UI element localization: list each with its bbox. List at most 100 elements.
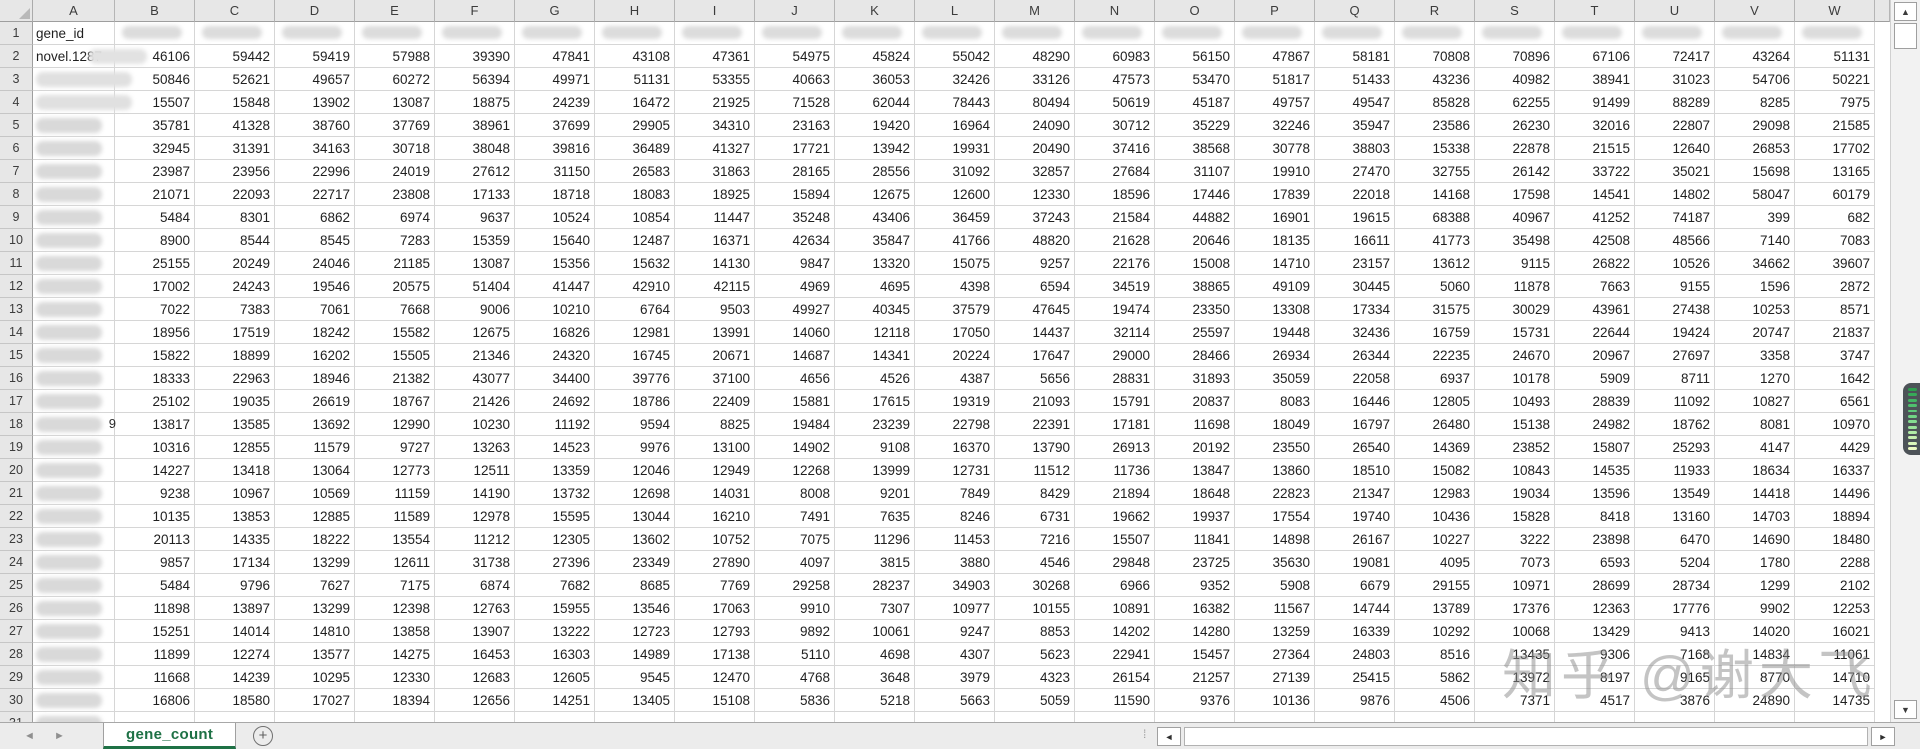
cell-S18[interactable]: 15138 [1475, 413, 1555, 436]
cell-K8[interactable]: 12675 [835, 183, 915, 206]
cell-S27[interactable]: 10068 [1475, 620, 1555, 643]
hscroll-right-icon[interactable]: ► [1871, 727, 1895, 746]
cell-Q17[interactable]: 16446 [1315, 390, 1395, 413]
cell-D21[interactable]: 10569 [275, 482, 355, 505]
cell-H23[interactable]: 13602 [595, 528, 675, 551]
cell-T9[interactable]: 41252 [1555, 206, 1635, 229]
cell-V14[interactable]: 20747 [1715, 321, 1795, 344]
cell-L16[interactable]: 4387 [915, 367, 995, 390]
cell-H27[interactable]: 12723 [595, 620, 675, 643]
cell-U9[interactable]: 74187 [1635, 206, 1715, 229]
cell-T17[interactable]: 28839 [1555, 390, 1635, 413]
cell-E11[interactable]: 21185 [355, 252, 435, 275]
cell-I26[interactable]: 17063 [675, 597, 755, 620]
cell-B23[interactable]: 20113 [115, 528, 195, 551]
cell-C2[interactable]: 59442 [195, 45, 275, 68]
cell-D16[interactable]: 18946 [275, 367, 355, 390]
cell-W6[interactable]: 17702 [1795, 137, 1875, 160]
cell-D15[interactable]: 16202 [275, 344, 355, 367]
cell-M22[interactable]: 6731 [995, 505, 1075, 528]
cell-L18[interactable]: 22798 [915, 413, 995, 436]
cell-H10[interactable]: 12487 [595, 229, 675, 252]
column-header-G[interactable]: G [515, 0, 595, 22]
cell-O12[interactable]: 38865 [1155, 275, 1235, 298]
cell-V10[interactable]: 7140 [1715, 229, 1795, 252]
cell-J18[interactable]: 19484 [755, 413, 835, 436]
cell-P5[interactable]: 32246 [1235, 114, 1315, 137]
cell-D6[interactable]: 34163 [275, 137, 355, 160]
cell-R17[interactable]: 12805 [1395, 390, 1475, 413]
cell-A27[interactable] [33, 620, 115, 643]
cell-R28[interactable]: 8516 [1395, 643, 1475, 666]
cell-E28[interactable]: 14275 [355, 643, 435, 666]
cell-U7[interactable]: 35021 [1635, 160, 1715, 183]
cell-J14[interactable]: 14060 [755, 321, 835, 344]
cell-O23[interactable]: 11841 [1155, 528, 1235, 551]
cell-H6[interactable]: 36489 [595, 137, 675, 160]
cell-O13[interactable]: 23350 [1155, 298, 1235, 321]
cell-P23[interactable]: 14898 [1235, 528, 1315, 551]
cell-F1[interactable] [435, 22, 515, 45]
cell-K27[interactable]: 10061 [835, 620, 915, 643]
cell-B21[interactable]: 9238 [115, 482, 195, 505]
cell-U26[interactable]: 17776 [1635, 597, 1715, 620]
cell-F6[interactable]: 38048 [435, 137, 515, 160]
cell-N14[interactable]: 32114 [1075, 321, 1155, 344]
cell-S20[interactable]: 10843 [1475, 459, 1555, 482]
cell-C30[interactable]: 18580 [195, 689, 275, 712]
column-header-sliver[interactable] [1875, 0, 1890, 22]
cell-K30[interactable]: 5218 [835, 689, 915, 712]
cell-H26[interactable]: 13546 [595, 597, 675, 620]
cell-Q30[interactable]: 9876 [1315, 689, 1395, 712]
cell-E1[interactable] [355, 22, 435, 45]
cell-G15[interactable]: 24320 [515, 344, 595, 367]
cell-Q10[interactable]: 16611 [1315, 229, 1395, 252]
cell-S6[interactable]: 22878 [1475, 137, 1555, 160]
cell-L21[interactable]: 7849 [915, 482, 995, 505]
cell-U5[interactable]: 22807 [1635, 114, 1715, 137]
cell-W28[interactable]: 11061 [1795, 643, 1875, 666]
cell-U10[interactable]: 48566 [1635, 229, 1715, 252]
cell-S29[interactable]: 13972 [1475, 666, 1555, 689]
cell-E30[interactable]: 18394 [355, 689, 435, 712]
cell-A23[interactable] [33, 528, 115, 551]
cell-N15[interactable]: 29000 [1075, 344, 1155, 367]
cell-P30[interactable]: 10136 [1235, 689, 1315, 712]
cell-S2[interactable]: 70896 [1475, 45, 1555, 68]
cell-W20[interactable]: 16337 [1795, 459, 1875, 482]
cell-U22[interactable]: 13160 [1635, 505, 1715, 528]
row-header-21[interactable]: 21 [0, 482, 33, 505]
cell-N13[interactable]: 19474 [1075, 298, 1155, 321]
row-header-25[interactable]: 25 [0, 574, 33, 597]
cell-O7[interactable]: 31107 [1155, 160, 1235, 183]
cell-K23[interactable]: 11296 [835, 528, 915, 551]
cell-L17[interactable]: 19319 [915, 390, 995, 413]
cell-K1[interactable] [835, 22, 915, 45]
cell-F28[interactable]: 16453 [435, 643, 515, 666]
cell-J16[interactable]: 4656 [755, 367, 835, 390]
cell-K5[interactable]: 19420 [835, 114, 915, 137]
cell-D29[interactable]: 10295 [275, 666, 355, 689]
cell-T8[interactable]: 14541 [1555, 183, 1635, 206]
horizontal-scrollbar-track[interactable] [1184, 727, 1868, 746]
cell-E20[interactable]: 12773 [355, 459, 435, 482]
cell-G14[interactable]: 16826 [515, 321, 595, 344]
cell-R11[interactable]: 13612 [1395, 252, 1475, 275]
cell-V29[interactable]: 8770 [1715, 666, 1795, 689]
cell-H8[interactable]: 18083 [595, 183, 675, 206]
cell-Q5[interactable]: 35947 [1315, 114, 1395, 137]
cell-E17[interactable]: 18767 [355, 390, 435, 413]
cell-Q22[interactable]: 19740 [1315, 505, 1395, 528]
column-header-P[interactable]: P [1235, 0, 1315, 22]
cell-W25[interactable]: 2102 [1795, 574, 1875, 597]
cell-G22[interactable]: 15595 [515, 505, 595, 528]
cell-Q1[interactable] [1315, 22, 1395, 45]
cell-F7[interactable]: 27612 [435, 160, 515, 183]
cell-D5[interactable]: 38760 [275, 114, 355, 137]
cell-A19[interactable] [33, 436, 115, 459]
row-header-8[interactable]: 8 [0, 183, 33, 206]
cell-L12[interactable]: 4398 [915, 275, 995, 298]
cell-W8[interactable]: 60179 [1795, 183, 1875, 206]
cell-J12[interactable]: 4969 [755, 275, 835, 298]
cell-O28[interactable]: 15457 [1155, 643, 1235, 666]
